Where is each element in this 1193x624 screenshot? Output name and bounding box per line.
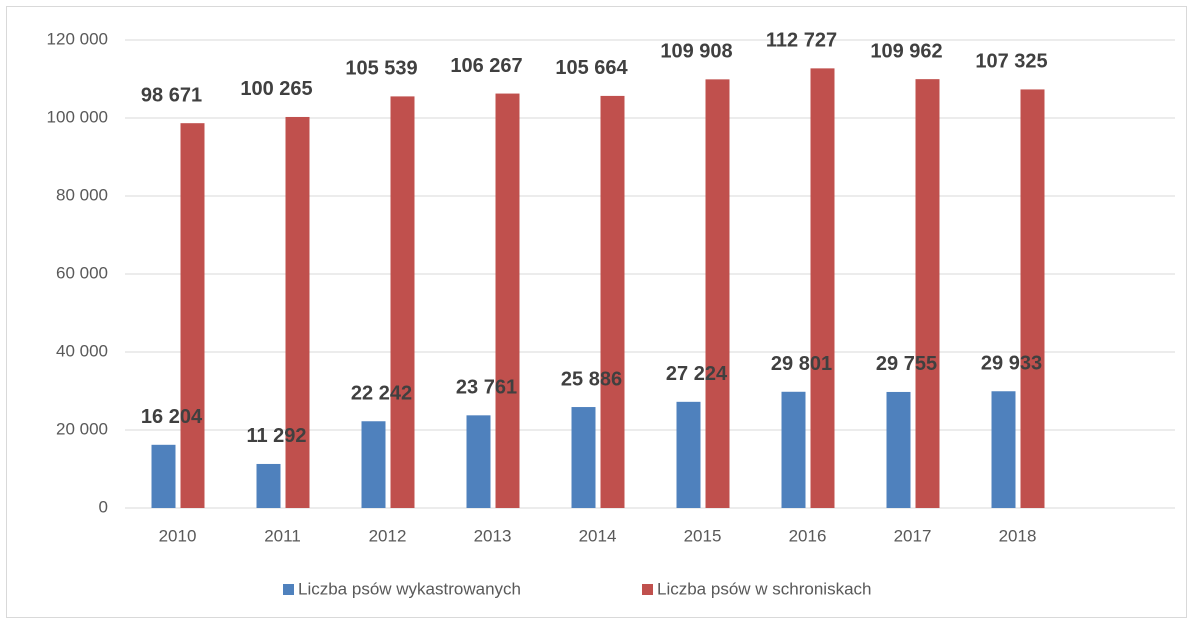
x-tick-label: 2016 xyxy=(789,526,827,545)
y-tick-label: 80 000 xyxy=(56,185,108,204)
value-label: 23 761 xyxy=(456,377,517,399)
value-label: 27 224 xyxy=(666,363,728,385)
bar xyxy=(151,444,176,508)
value-label: 112 727 xyxy=(766,30,837,52)
y-tick-label: 120 000 xyxy=(47,29,108,48)
bar xyxy=(810,68,835,509)
bar xyxy=(915,79,940,509)
bar xyxy=(1020,89,1045,509)
x-tick-label: 2014 xyxy=(579,526,617,545)
y-tick-label: 40 000 xyxy=(56,341,108,360)
bar xyxy=(180,123,205,508)
y-tick-label: 20 000 xyxy=(56,419,108,438)
x-tick-label: 2010 xyxy=(159,526,197,545)
value-label: 29 755 xyxy=(876,353,937,375)
bar xyxy=(390,96,415,509)
value-label: 109 962 xyxy=(870,40,942,62)
x-tick-label: 2012 xyxy=(369,526,407,545)
legend-label: Liczba psów w schroniskach xyxy=(657,579,871,598)
y-tick-label: 60 000 xyxy=(56,263,108,282)
bar xyxy=(285,116,310,509)
bar xyxy=(676,401,701,508)
x-tick-label: 2018 xyxy=(999,526,1037,545)
bar xyxy=(886,391,911,508)
value-label: 105 664 xyxy=(555,57,628,79)
value-label: 16 204 xyxy=(141,406,203,428)
bar xyxy=(705,79,730,509)
bar xyxy=(361,421,386,508)
bar xyxy=(466,415,491,508)
bar xyxy=(256,463,281,508)
bar xyxy=(600,95,625,508)
legend-swatch xyxy=(283,584,294,595)
bar xyxy=(991,391,1016,508)
y-tick-label: 100 000 xyxy=(47,107,108,126)
value-label: 25 886 xyxy=(561,368,622,390)
bar xyxy=(495,93,520,508)
value-label: 29 801 xyxy=(771,353,832,375)
legend-label: Liczba psów wykastrowanych xyxy=(298,579,521,598)
y-tick-label: 0 xyxy=(99,497,108,516)
value-label: 11 292 xyxy=(246,425,306,447)
bar xyxy=(571,407,596,508)
value-label: 22 242 xyxy=(351,383,412,405)
value-label: 29 933 xyxy=(981,353,1042,375)
x-tick-label: 2017 xyxy=(894,526,932,545)
value-label: 105 539 xyxy=(345,58,417,80)
x-tick-label: 2015 xyxy=(684,526,722,545)
bar xyxy=(781,391,806,508)
x-tick-label: 2011 xyxy=(264,526,301,545)
value-label: 107 325 xyxy=(975,51,1047,73)
x-tick-label: 2013 xyxy=(474,526,512,545)
value-label: 106 267 xyxy=(450,55,522,77)
value-label: 98 671 xyxy=(141,84,202,106)
value-label: 109 908 xyxy=(660,41,732,63)
value-label: 100 265 xyxy=(240,78,312,100)
legend-swatch xyxy=(642,584,653,595)
